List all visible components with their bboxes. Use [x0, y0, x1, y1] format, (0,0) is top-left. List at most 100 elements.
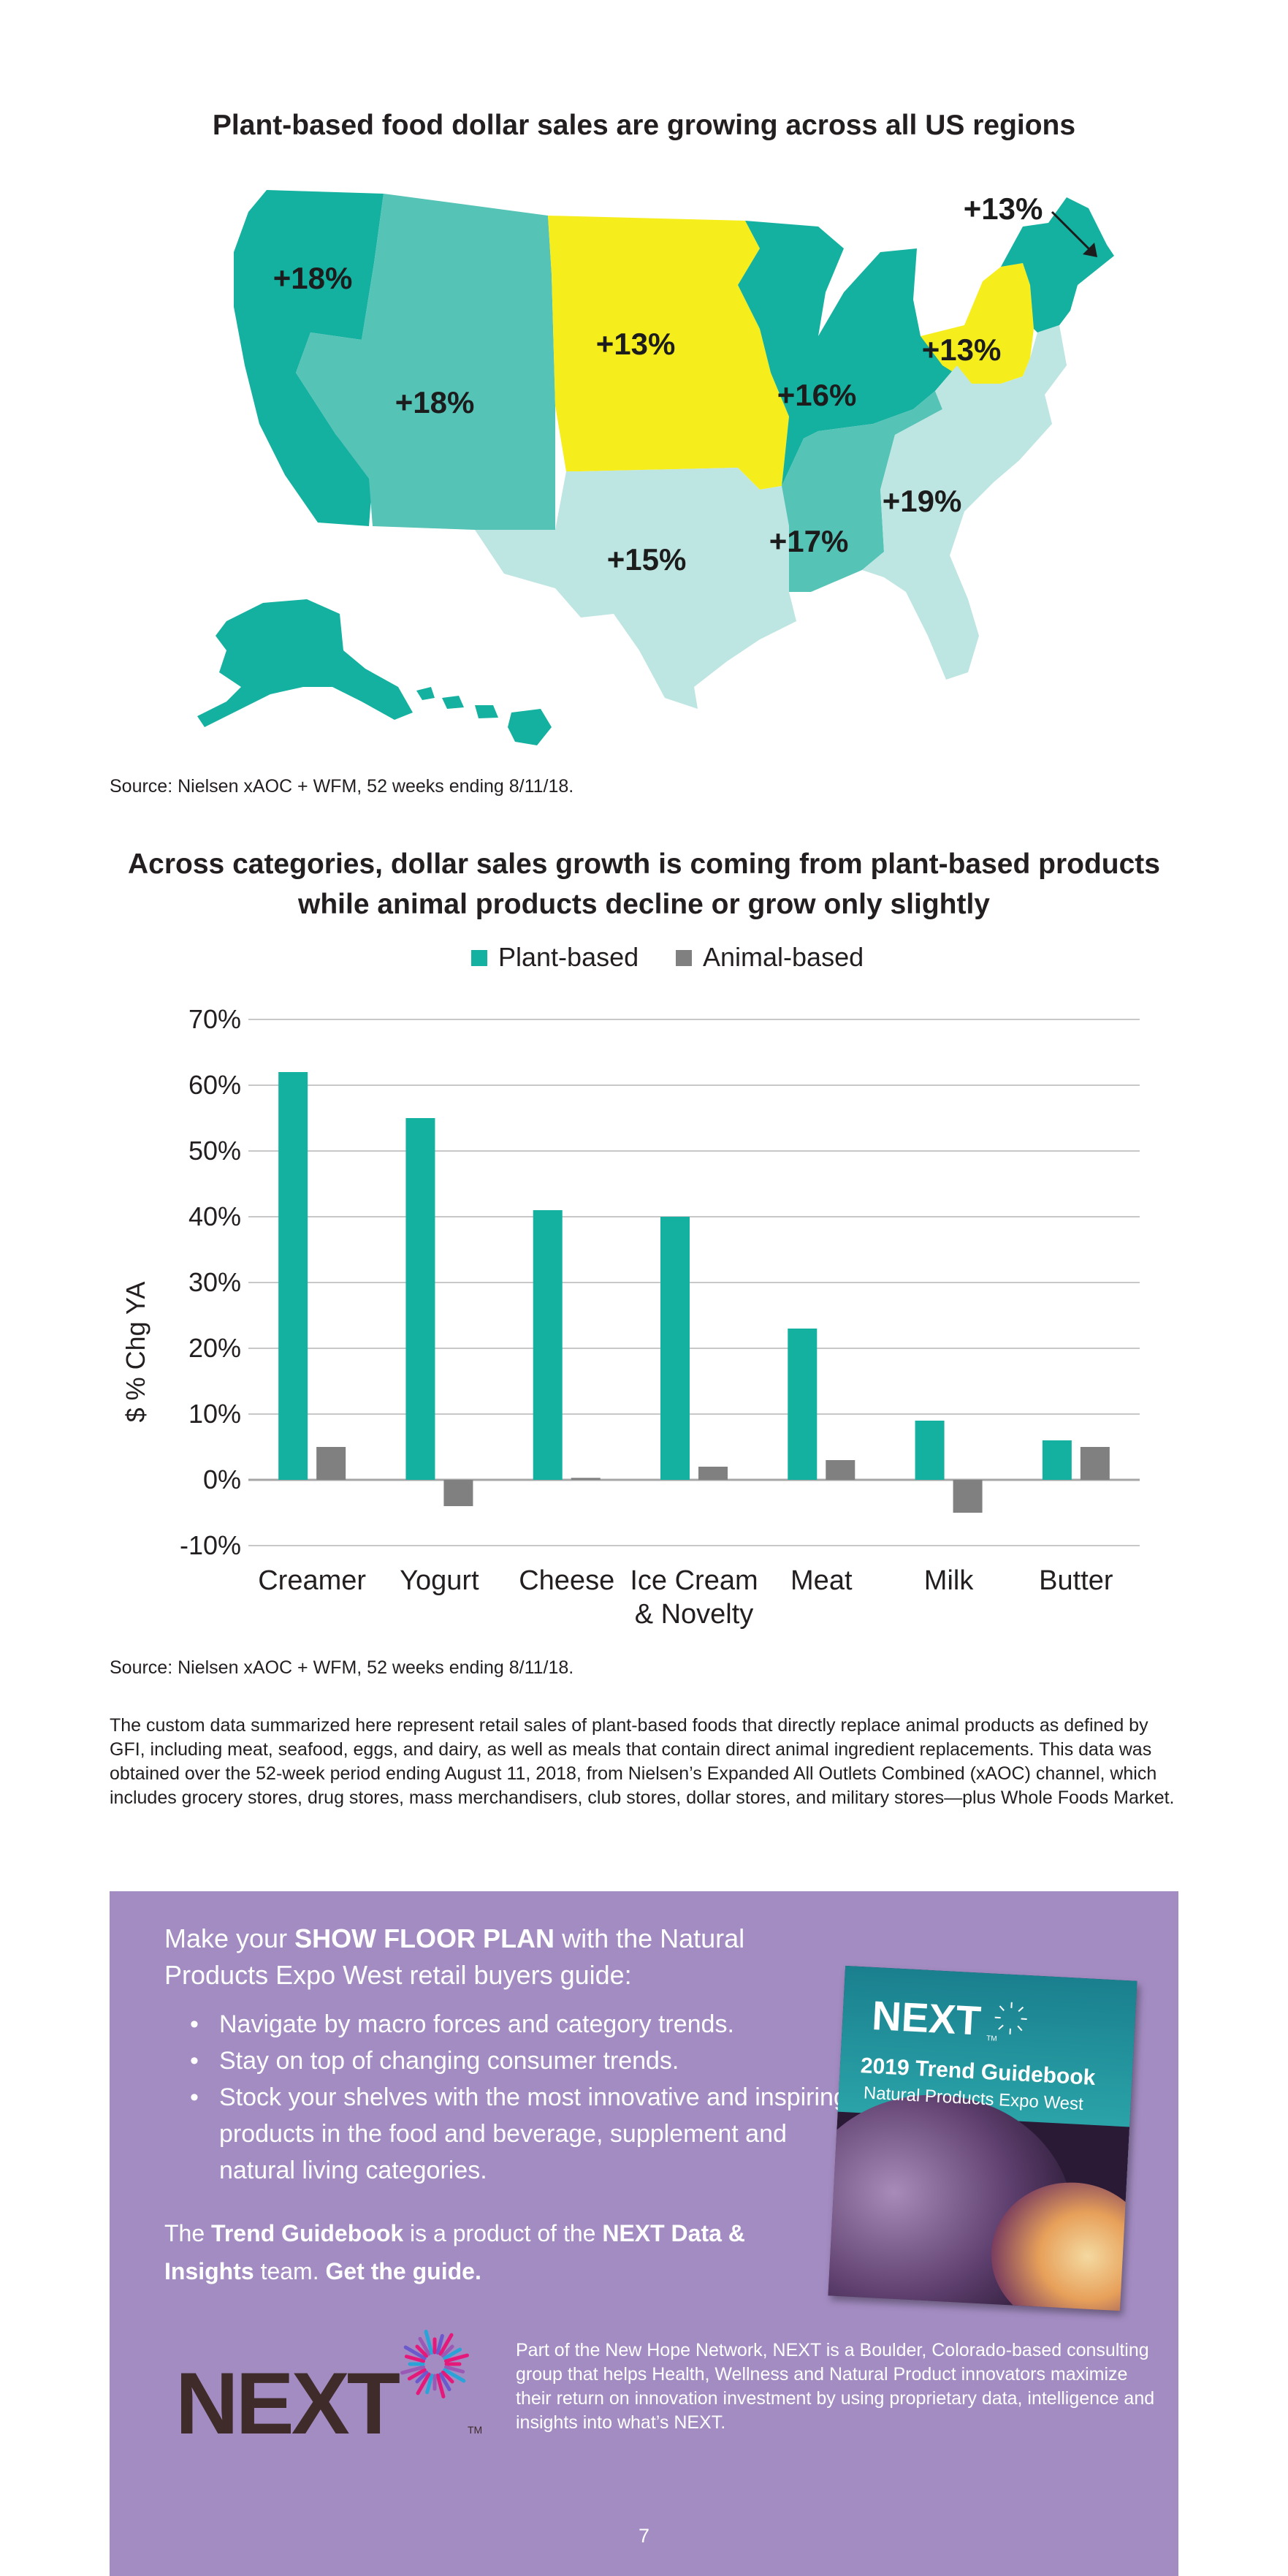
y-tick-label: 60% — [188, 1070, 241, 1100]
bar-plant-based-creamer — [278, 1072, 308, 1480]
label-east-south-central: +17% — [769, 524, 849, 558]
starburst-ray — [441, 2344, 454, 2358]
map-title: Plant-based food dollar sales are growin… — [212, 110, 1076, 141]
legend-swatch-animal-based — [676, 950, 692, 966]
x-tick-label: Ice Cream — [630, 1565, 758, 1596]
promo-heading-pre: Make your — [164, 1923, 295, 1953]
chart-title-line-2: while animal products decline or grow on… — [298, 889, 990, 920]
label-south-atlantic: +19% — [883, 484, 962, 518]
credit-post: team. — [254, 2258, 326, 2284]
about-next: Part of the New Hope Network, NEXT is a … — [516, 2340, 1155, 2433]
credit-bold-2: NEXT Data & Insights — [164, 2220, 745, 2284]
label-mountain: +18% — [395, 385, 475, 419]
promo-heading-post: with the Natural Products Expo West reta… — [164, 1923, 745, 1990]
region-west-south-central — [475, 468, 796, 709]
logo-text: NEXT — [175, 2355, 400, 2452]
x-tick-label: Meat — [790, 1565, 853, 1596]
book-brand: NEXT — [871, 1992, 982, 2044]
trend-guidebook-cover[interactable]: NEXT TM 2019 Trend Guidebook Natural Pro… — [828, 1965, 1138, 2311]
y-tick-label: 30% — [188, 1267, 241, 1297]
us-regions-map: +18% +18% +13% +16% +13% +13% +15% +17% … — [197, 190, 1114, 745]
y-tick-label: 70% — [188, 1004, 241, 1034]
y-tick-label: 20% — [188, 1333, 241, 1363]
label-west-south-central: +15% — [607, 542, 687, 577]
bar-animal-based-yogurt — [443, 1480, 473, 1506]
book-tm: TM — [986, 2034, 997, 2043]
label-west-north-central: +13% — [596, 327, 676, 361]
promo-credit: The Trend Guidebook is a product of the … — [164, 2214, 822, 2290]
starburst-ray — [438, 2372, 451, 2392]
starburst-ray — [415, 2370, 429, 2384]
region-east-north-central — [738, 221, 957, 486]
promo-bullet: Navigate by macro forces and category tr… — [190, 2006, 847, 2043]
legend-swatch-plant-based — [471, 950, 487, 966]
starburst-ray — [407, 2368, 427, 2381]
logo-tm: TM — [468, 2424, 482, 2436]
x-tick-label: Yogurt — [400, 1565, 479, 1596]
region-pacific — [234, 190, 384, 526]
credit-mid: is a product of the — [403, 2220, 603, 2246]
starburst-ray — [403, 2345, 427, 2360]
x-tick-label: & Novelty — [635, 1599, 754, 1630]
page-number: 7 — [638, 2525, 650, 2547]
new-england-arrow-icon — [1051, 210, 1094, 254]
chart-title: Across categories, dollar sales growth i… — [58, 844, 1230, 924]
promo-heading: Make your SHOW FLOOR PLAN with the Natur… — [164, 1920, 851, 1994]
region-middle-atlantic — [921, 263, 1034, 384]
x-tick-label: Cheese — [519, 1565, 614, 1596]
chart-source: Source: Nielsen xAOC + WFM, 52 weeks end… — [110, 1657, 574, 1678]
starburst-ray — [425, 2373, 434, 2395]
bar-chart: Plant-based Animal-based $ % Chg YA 70% 6… — [121, 942, 1140, 1630]
starburst-ray — [443, 2368, 466, 2383]
bar-plant-based-meat — [788, 1329, 818, 1480]
bar-plant-based-butter — [1042, 1440, 1072, 1480]
bar-plant-based-cheese — [533, 1210, 563, 1480]
region-west-north-central — [548, 216, 789, 490]
next-logo: NEXT TM — [175, 2330, 482, 2452]
region-mountain — [296, 194, 555, 530]
legend-label-plant-based: Plant-based — [498, 942, 639, 972]
promo-heading-bold: SHOW FLOOR PLAN — [294, 1923, 555, 1953]
credit-pre: The — [164, 2220, 212, 2246]
starburst-ray — [416, 2372, 431, 2395]
bar-animal-based-cheese — [571, 1478, 601, 1480]
starburst-ray — [441, 2370, 454, 2384]
y-tick-label: 10% — [188, 1399, 241, 1429]
label-middle-atlantic: +13% — [922, 333, 1002, 367]
starburst-ray — [404, 2355, 426, 2363]
chart-title-line-1: Across categories, dollar sales growth i… — [128, 848, 1160, 880]
bar-plant-based-yogurt — [405, 1118, 435, 1480]
bar-animal-based-butter — [1080, 1447, 1110, 1480]
bar-plant-based-ice-cream-novelty — [660, 1217, 690, 1480]
bar-animal-based-meat — [826, 1460, 856, 1480]
region-hawaii — [416, 687, 552, 745]
starburst-ray — [443, 2353, 469, 2363]
promo-bullet: Stay on top of changing consumer trends. — [190, 2043, 847, 2079]
starburst-ray — [435, 2373, 446, 2398]
starburst-ray — [438, 2333, 454, 2356]
label-new-england: +13% — [964, 191, 1043, 226]
x-tick-label: Creamer — [258, 1565, 366, 1596]
y-tick-label: -10% — [180, 1530, 241, 1560]
promo-bullet: Stock your shelves with the most innovat… — [190, 2079, 847, 2189]
x-tick-label: Butter — [1039, 1565, 1113, 1596]
methodology-footnote: The custom data summarized here represen… — [110, 1715, 1175, 1808]
region-alaska — [197, 599, 413, 727]
region-east-south-central — [782, 391, 942, 592]
x-tick-label: Milk — [924, 1565, 975, 1596]
book-cover-art: NEXT TM 2019 Trend Guidebook Natural Pro… — [828, 1965, 1138, 2311]
get-the-guide-link[interactable]: Get the guide. — [325, 2258, 481, 2284]
logo-starburst-icon — [400, 2330, 469, 2398]
new-england-arrowhead-icon — [1083, 243, 1097, 257]
legend: Plant-based Animal-based — [471, 942, 864, 972]
promo-bullet-list: Navigate by macro forces and category tr… — [190, 2006, 847, 2189]
y-tick-label: 0% — [203, 1464, 241, 1494]
label-east-north-central: +16% — [777, 378, 857, 412]
bar-plant-based-milk — [915, 1421, 945, 1480]
bar-animal-based-milk — [953, 1480, 983, 1513]
starburst-ray — [435, 2333, 444, 2355]
y-tick-label: 50% — [188, 1136, 241, 1166]
y-axis-label: $ % Chg YA — [121, 1282, 150, 1423]
starburst-ray — [443, 2365, 465, 2374]
bar-animal-based-ice-cream-novelty — [698, 1467, 728, 1480]
